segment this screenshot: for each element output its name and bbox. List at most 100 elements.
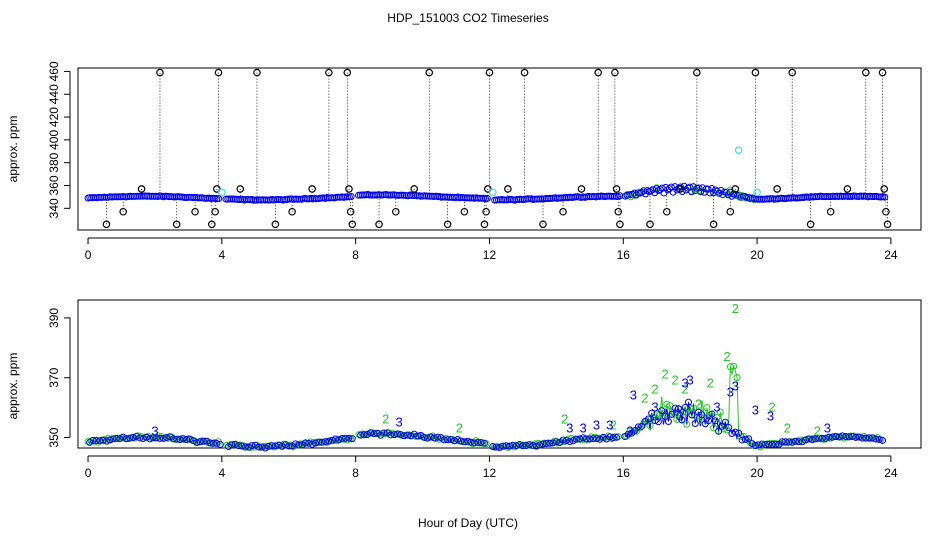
series-3-point <box>265 442 273 450</box>
series-3-label: 3 <box>727 385 734 400</box>
series-3-point <box>852 433 860 441</box>
series-3-point <box>685 398 693 406</box>
series-3-point <box>492 443 500 451</box>
series-3-point <box>298 441 306 449</box>
series-3-point <box>89 436 97 444</box>
series-3-point <box>725 424 733 432</box>
plot-frame <box>77 299 922 449</box>
series-3-point <box>751 442 759 450</box>
series-3-point <box>251 441 259 449</box>
outlier-point <box>614 207 623 216</box>
outlier-point <box>843 185 852 193</box>
series-3-point <box>875 436 883 444</box>
y-tick-label-340: 340 <box>47 198 61 218</box>
outlier-point <box>539 220 547 229</box>
series-3-point <box>506 442 514 450</box>
series-3-point <box>768 440 776 448</box>
series-3-point <box>755 441 763 449</box>
series-2-point <box>435 435 443 443</box>
series-3-point <box>315 438 323 446</box>
series-3-point <box>808 436 816 444</box>
outlier-point <box>343 68 352 77</box>
series-2-point <box>733 374 741 382</box>
outlier-point <box>611 68 619 77</box>
series-3-point <box>489 443 497 451</box>
series-2-point <box>442 434 450 442</box>
series-3-point <box>470 439 478 447</box>
series-3-point <box>255 443 263 451</box>
outlier-point <box>616 220 624 229</box>
series-3-point <box>566 438 574 446</box>
series-3-point <box>112 434 120 442</box>
x-tick-label-8: 8 <box>352 466 359 480</box>
series-3-point <box>139 435 147 443</box>
y-tick-label-380: 380 <box>47 152 61 172</box>
outlier-point <box>662 207 671 216</box>
series-3-point <box>291 440 299 448</box>
series-3-point <box>149 434 157 442</box>
series-3-point <box>414 432 422 440</box>
series-3-point <box>596 435 604 443</box>
series-3-label: 3 <box>151 424 158 439</box>
series-3-point <box>199 437 207 445</box>
outlier-point <box>308 185 316 193</box>
series-3-point <box>444 436 452 444</box>
series-3-point <box>179 435 187 443</box>
series-3-point <box>464 437 472 445</box>
series-2-label: 2 <box>732 301 739 316</box>
series-3-point <box>460 438 468 446</box>
series-3-point <box>522 442 530 450</box>
series-3-point <box>173 435 181 443</box>
series-3-point <box>792 437 800 445</box>
top-panel-ylabel: approx. ppm <box>6 116 20 183</box>
series-3-point <box>526 441 534 449</box>
series-2-label: 2 <box>723 349 730 364</box>
series-3-point <box>427 433 435 441</box>
series-3-point <box>367 429 375 437</box>
series-2-point <box>250 443 258 451</box>
series-3-point <box>176 436 184 444</box>
series-3-point <box>509 441 517 449</box>
baseline-point <box>704 185 712 193</box>
series-3-point <box>447 436 455 444</box>
series-3-point <box>275 441 283 449</box>
outlier-point <box>520 68 529 77</box>
outlier-point <box>594 68 602 77</box>
series-2-point <box>158 432 166 440</box>
series-2-point <box>716 408 724 416</box>
series-3-point <box>828 433 836 441</box>
series-3-point <box>318 438 326 446</box>
outlier-point <box>443 220 452 229</box>
series-3-point <box>106 436 114 444</box>
series-2-label: 2 <box>661 367 668 382</box>
series-3-point <box>708 410 716 418</box>
series-3-point <box>788 438 796 446</box>
x-tick-label-4: 4 <box>219 248 226 262</box>
series-3-point <box>536 441 544 449</box>
series-3-point <box>261 444 269 452</box>
series-3-point <box>102 437 110 445</box>
outlier-point <box>878 68 887 77</box>
series-3-label: 3 <box>651 400 658 415</box>
series-3-point <box>835 433 843 441</box>
series-3-point <box>116 435 124 443</box>
series-3-point <box>189 437 197 445</box>
baseline-point <box>215 195 223 203</box>
series-3-point <box>668 410 676 418</box>
outlier-point <box>156 68 164 77</box>
series-3-point <box>430 434 438 442</box>
series-3-point <box>634 423 642 431</box>
series-3-point <box>812 435 820 443</box>
series-3-point <box>529 441 537 449</box>
series-3-label: 3 <box>566 421 573 436</box>
y-tick-label-360: 360 <box>47 175 61 195</box>
series-3-point <box>845 433 853 441</box>
baseline-green-point <box>726 186 734 194</box>
series-3-point <box>802 436 810 444</box>
series-3-point <box>271 442 279 450</box>
series-3-point <box>268 442 276 450</box>
outlier-point <box>271 220 280 229</box>
outlier-point <box>482 207 490 216</box>
series-2-point <box>730 362 738 370</box>
series-2-point <box>700 409 708 417</box>
